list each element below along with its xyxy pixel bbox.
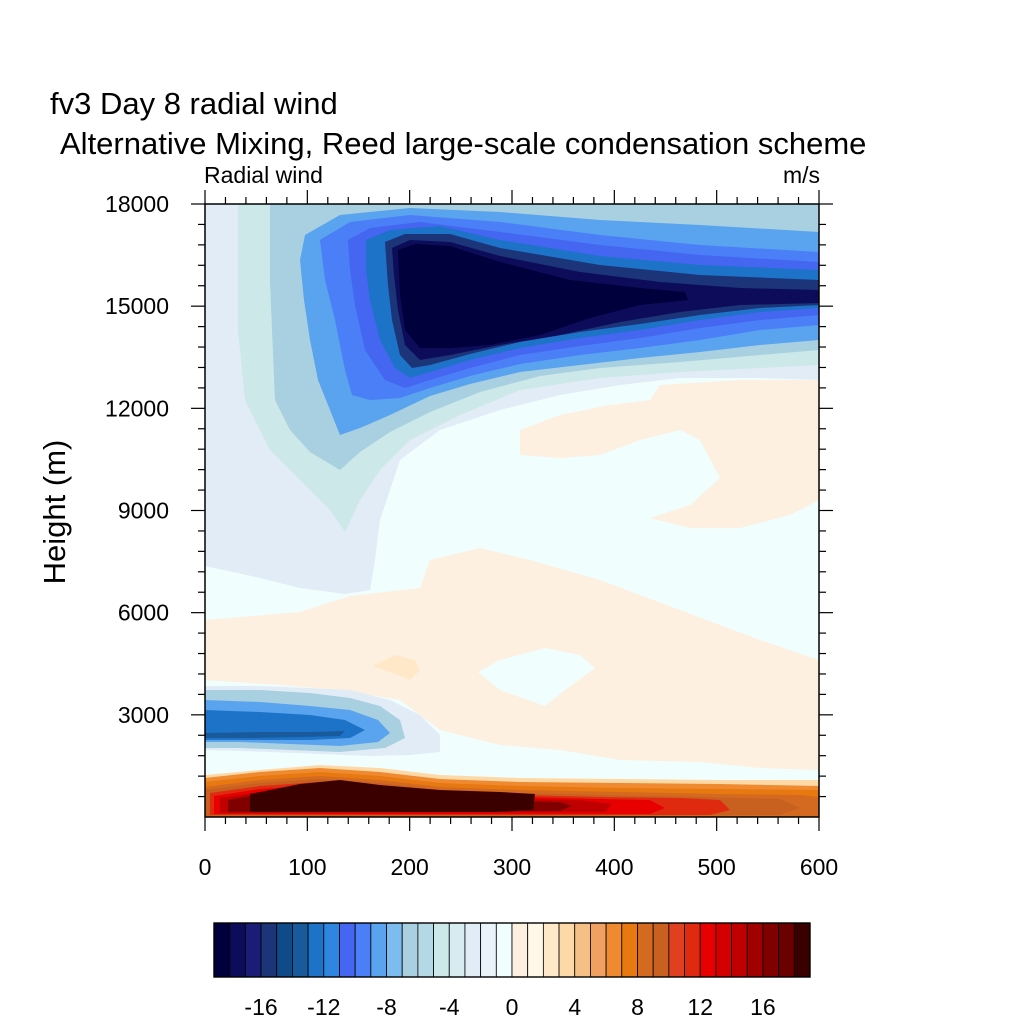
y-tick-label: 15000 [105, 293, 169, 319]
colorbar-swatch [762, 922, 780, 978]
colorbar-swatch [417, 922, 434, 978]
colorbar-swatch [339, 922, 356, 978]
colorbar-swatch [244, 922, 262, 978]
colorbar-label: -8 [376, 994, 396, 1020]
colorbar-label: 4 [568, 994, 581, 1020]
colorbar-swatch [307, 922, 325, 978]
colorbar-frame [213, 922, 811, 978]
colorbar-swatch [511, 922, 529, 978]
chart-subtitle: Alternative Mixing, Reed large-scale con… [60, 126, 866, 161]
colorbar-label: 8 [631, 994, 644, 1020]
colorbar-label: -16 [244, 994, 277, 1020]
colorbar-swatch [778, 922, 795, 978]
x-tick-label: 300 [493, 854, 531, 880]
x-tick-label: 400 [595, 854, 633, 880]
colorbar-swatch [323, 922, 340, 978]
y-tick-label: 12000 [105, 395, 169, 421]
y-tick-label: 9000 [118, 498, 169, 524]
colorbar-swatch [386, 922, 403, 978]
contour-fill [478, 648, 595, 706]
colorbar-label: -12 [307, 994, 340, 1020]
x-tick-label: 200 [390, 854, 428, 880]
y-tick-label: 6000 [118, 600, 169, 626]
colorbar-swatch [590, 922, 607, 978]
colorbar-swatch [433, 922, 450, 978]
colorbar-label: 16 [750, 994, 776, 1020]
colorbar-swatch [731, 922, 748, 978]
colorbar-swatch [229, 922, 246, 978]
contour-fill [205, 731, 345, 738]
colorbar: -16 -12 -8 -4 0 4 8 12 16 [213, 922, 811, 1020]
y-axis: 3000 6000 9000 12000 15000 18000 [105, 191, 833, 798]
colorbar-swatch [260, 922, 278, 978]
chart-title: fv3 Day 8 radial wind [50, 86, 338, 121]
colorbar-swatch [605, 922, 623, 978]
colorbar-swatch [621, 922, 638, 978]
colorbar-swatch [715, 922, 732, 978]
colorbar-swatch [354, 922, 372, 978]
colorbar-label: 12 [687, 994, 713, 1020]
colorbar-swatch [527, 922, 544, 978]
colorbar-swatch [448, 922, 466, 978]
colorbar-swatch [292, 922, 309, 978]
contour-fill [372, 655, 420, 680]
plot-area [205, 204, 819, 817]
colorbar-swatch [542, 922, 560, 978]
x-tick-label: 600 [800, 854, 838, 880]
x-tick-label: 0 [199, 854, 212, 880]
right-string: m/s [783, 162, 820, 188]
colorbar-swatch [401, 922, 419, 978]
colorbar-swatch [652, 922, 670, 978]
left-string: Radial wind [204, 162, 323, 188]
x-tick-label: 100 [288, 854, 326, 880]
x-tick-label: 500 [697, 854, 735, 880]
colorbar-swatch [464, 922, 482, 978]
colorbar-swatch [558, 922, 576, 978]
contour-regions [205, 204, 819, 817]
contour-fill [250, 780, 535, 812]
colorbar-swatch [637, 922, 654, 978]
contour-fill [520, 380, 819, 528]
colorbar-swatch [668, 922, 685, 978]
colorbar-swatch [699, 922, 717, 978]
y-tick-label: 18000 [105, 191, 169, 217]
contour-fill [398, 244, 688, 348]
colorbar-swatch [495, 922, 513, 978]
colorbar-swatch [746, 922, 764, 978]
y-tick-label: 3000 [118, 702, 169, 728]
colorbar-label: 0 [506, 994, 519, 1020]
colorbar-label: -4 [439, 994, 460, 1020]
x-axis: 0 100 200 300 400 500 600 [199, 190, 838, 880]
y-axis-label: Height (m) [37, 440, 72, 585]
colorbar-swatch [276, 922, 293, 978]
colorbar-swatch [480, 922, 497, 978]
colorbar-swatch [370, 922, 387, 978]
colorbar-swatch [793, 922, 811, 978]
colorbar-swatch [684, 922, 701, 978]
colorbar-swatch [213, 922, 231, 978]
colorbar-swatch [574, 922, 591, 978]
